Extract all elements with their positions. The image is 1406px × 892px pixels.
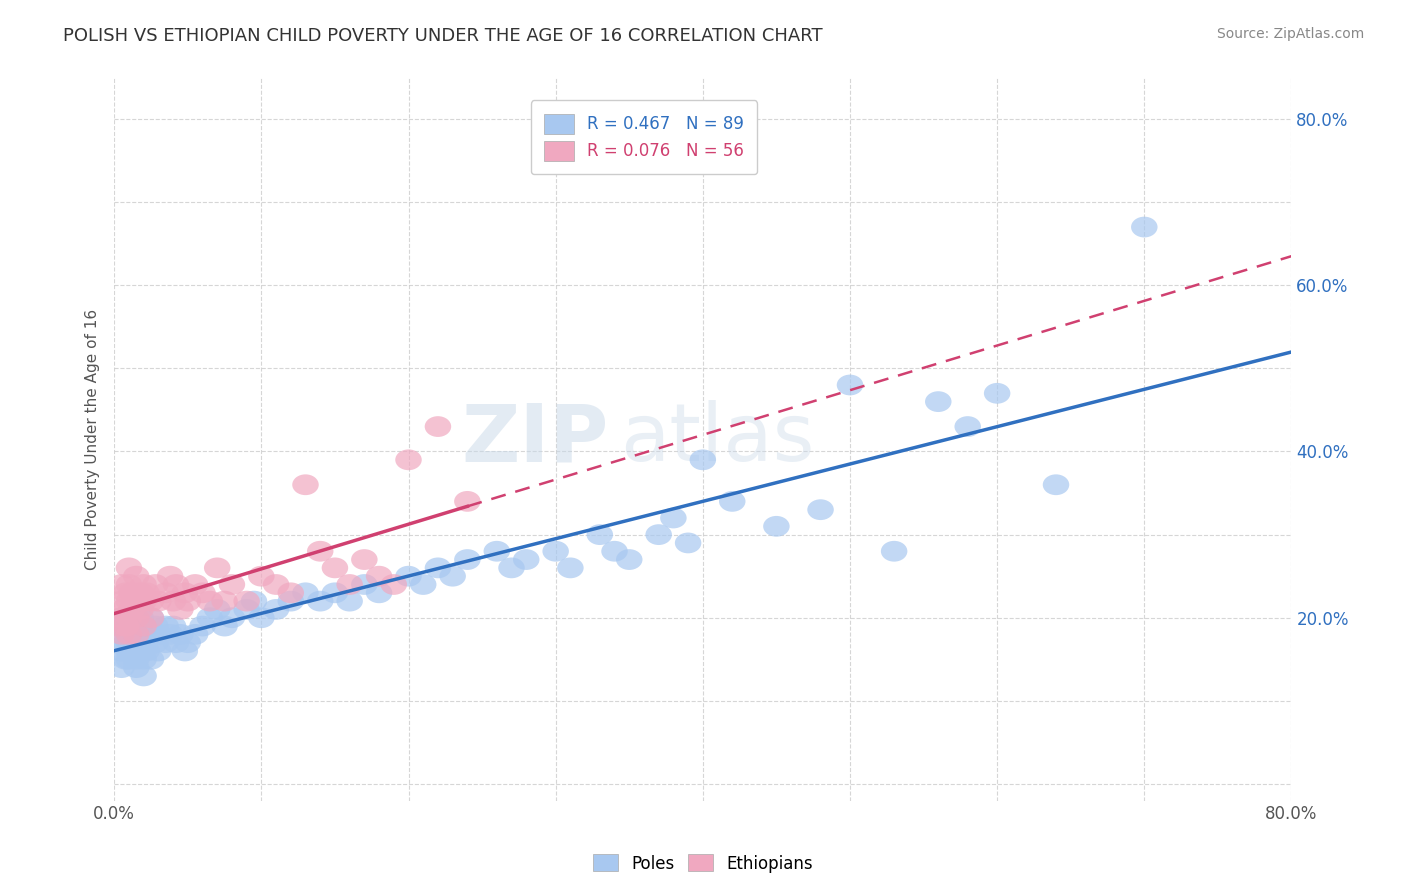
Legend: Poles, Ethiopians: Poles, Ethiopians [586, 847, 820, 880]
Legend: R = 0.467   N = 89, R = 0.076   N = 56: R = 0.467 N = 89, R = 0.076 N = 56 [530, 100, 758, 174]
Text: ZIP: ZIP [461, 400, 609, 478]
Text: POLISH VS ETHIOPIAN CHILD POVERTY UNDER THE AGE OF 16 CORRELATION CHART: POLISH VS ETHIOPIAN CHILD POVERTY UNDER … [63, 27, 823, 45]
Y-axis label: Child Poverty Under the Age of 16: Child Poverty Under the Age of 16 [86, 309, 100, 570]
Text: Source: ZipAtlas.com: Source: ZipAtlas.com [1216, 27, 1364, 41]
Text: atlas: atlas [620, 400, 815, 478]
